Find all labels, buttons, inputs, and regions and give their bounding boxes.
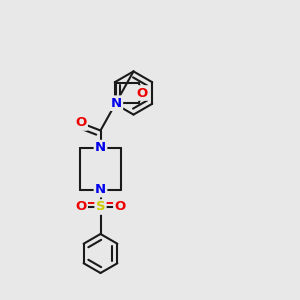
- Text: O: O: [114, 200, 126, 214]
- Text: O: O: [75, 116, 87, 130]
- Text: S: S: [96, 200, 105, 214]
- Text: N: N: [95, 183, 106, 196]
- Text: O: O: [137, 86, 148, 100]
- Text: O: O: [75, 200, 87, 214]
- Text: N: N: [111, 97, 122, 110]
- Text: N: N: [95, 141, 106, 154]
